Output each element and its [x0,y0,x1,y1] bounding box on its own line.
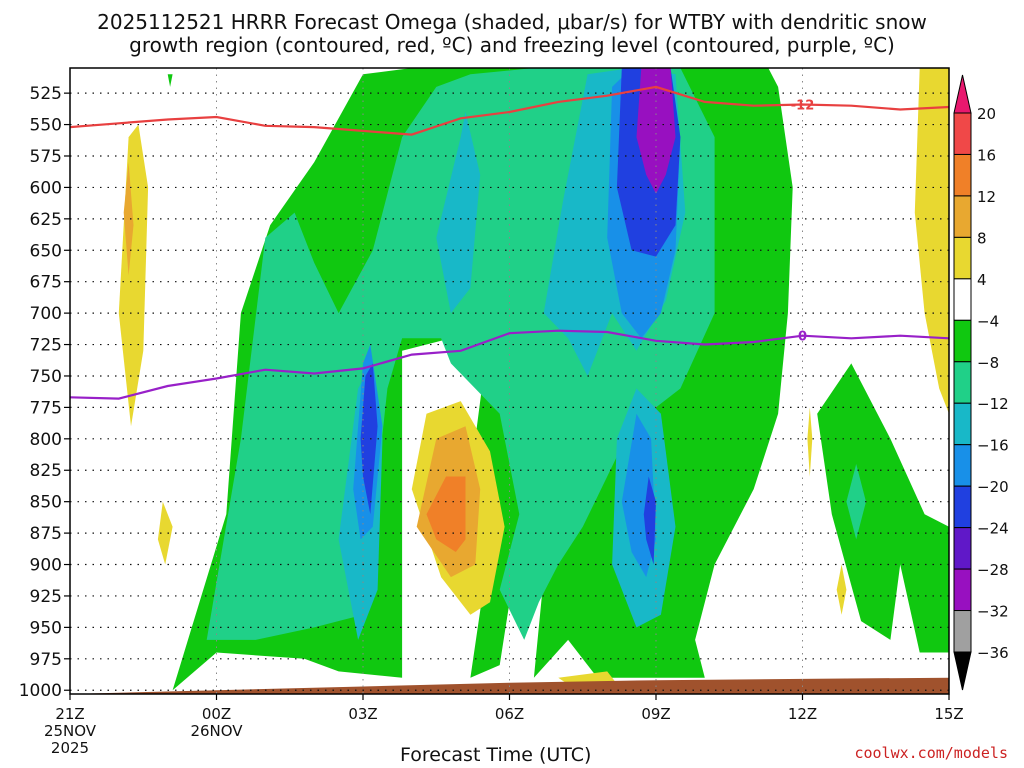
y-tick-label-825: 825 [30,461,62,481]
colorbar-box-1 [953,153,972,197]
colorbar-label-3: 8 [977,229,987,247]
y-tick-label-725: 725 [30,336,62,356]
y-tick-label-950: 950 [30,618,62,638]
x-tick-label-3-1: 26NOV [190,722,243,740]
omega-region-6-5 [836,564,847,615]
x-tick-label-18-0: 15Z [934,705,963,723]
colorbar-top-triangle [953,74,972,114]
y-tick-label-850: 850 [30,493,62,513]
colorbar-label-6: −8 [977,354,999,372]
chart-title-line-1: 2025112521 HRRR Forecast Omega (shaded, … [97,10,927,34]
omega-region-5-0 [636,68,676,194]
colorbar-label-2: 12 [977,188,996,206]
colorbar-box-8 [953,444,972,487]
colorbar-box-4 [953,278,972,321]
freezing-level-contour-label: 0 [798,330,807,345]
colorbar-box-3 [953,236,972,280]
omega-region-2-1 [436,112,481,314]
omega-region-8-0 [426,476,466,552]
colorbar-label-10: −24 [977,520,1009,538]
colorbar-bottom-triangle [953,651,972,691]
omega-region-6-6 [914,68,949,414]
colorbar-label-13: −36 [977,644,1009,662]
colorbar-label-0: 20 [977,105,996,123]
x-tick-label-3-0: 00Z [202,705,231,723]
colorbar-box-7 [953,402,972,446]
y-tick-label-900: 900 [30,556,62,576]
y-tick-label-625: 625 [30,210,62,230]
freezing-level-contour-line [70,329,949,400]
omega-region-6-4 [807,407,813,477]
dgz-contour-line [70,85,949,136]
y-tick-label-1000: 1000 [19,681,62,701]
colorbar-box-11 [953,568,972,612]
y-tick-label-975: 975 [30,650,62,670]
y-tick-label-700: 700 [30,304,62,324]
omega-region-0-1 [817,363,949,653]
colorbar-label-9: −20 [977,478,1009,496]
y-tick-label-775: 775 [30,398,62,418]
colorbar: 20 16 12 8 4 −4 −8 −12 −16 −20 −24 −28 −32 −36 [953,74,1009,691]
colorbar-label-4: 4 [977,271,987,289]
credit-text: coolwx.com/models [854,744,1008,762]
x-tick-label-0-1: 25NOV [44,722,97,740]
y-tick-label-525: 525 [30,84,62,104]
colorbar-label-5: −4 [977,312,999,330]
x-axis-label: Forecast Time (UTC) [400,744,592,766]
x-tick-label-12-0: 09Z [641,705,670,723]
x-tick-label-0-0: 21Z [55,705,84,723]
grid-lines [70,68,949,694]
colorbar-label-8: −16 [977,437,1009,455]
x-tick-label-0-2: 2025 [51,739,89,757]
colorbar-box-2 [953,195,972,238]
dgz-contour-label: -12 [791,98,815,113]
colorbar-label-11: −28 [977,561,1009,579]
colorbar-label-7: −12 [977,395,1009,413]
y-tick-label-750: 750 [30,367,62,387]
x-tick-label-6-0: 03Z [348,705,377,723]
y-tick-label-600: 600 [30,178,62,198]
omega-region-7-0 [123,162,134,276]
contour-lines: -12 0 [70,85,949,400]
y-tick-label-575: 575 [30,147,62,167]
y-tick-label-550: 550 [30,116,62,136]
omega-region-4-2 [643,476,656,565]
y-tick-label-875: 875 [30,524,62,544]
colorbar-box-10 [953,527,972,570]
omega-region-6-0 [118,124,149,427]
chart-title-line-2: growth region (contoured, red, ºC) and f… [129,33,895,57]
y-tick-label-800: 800 [30,430,62,450]
x-tick-label-9-0: 06Z [495,705,524,723]
colorbar-box-12 [953,610,972,653]
colorbar-label-1: 16 [977,146,996,164]
y-axis: 525 550 575 600 625 650 675 700 725 750 775 800 825 8… [19,84,70,701]
y-tick-label-925: 925 [30,587,62,607]
omega-region-0-2 [167,74,173,87]
colorbar-box-0 [953,112,972,155]
x-tick-label-15-0: 12Z [788,705,817,723]
omega-region-4-0 [360,363,378,515]
colorbar-box-9 [953,485,972,529]
colorbar-label-12: −32 [977,603,1009,621]
y-tick-label-675: 675 [30,273,62,293]
omega-region-6-1 [157,501,173,565]
colorbar-box-6 [953,361,972,404]
colorbar-box-5 [953,319,972,363]
y-tick-label-650: 650 [30,241,62,261]
omega-region-1-1 [846,464,866,540]
omega-shading [70,68,949,694]
